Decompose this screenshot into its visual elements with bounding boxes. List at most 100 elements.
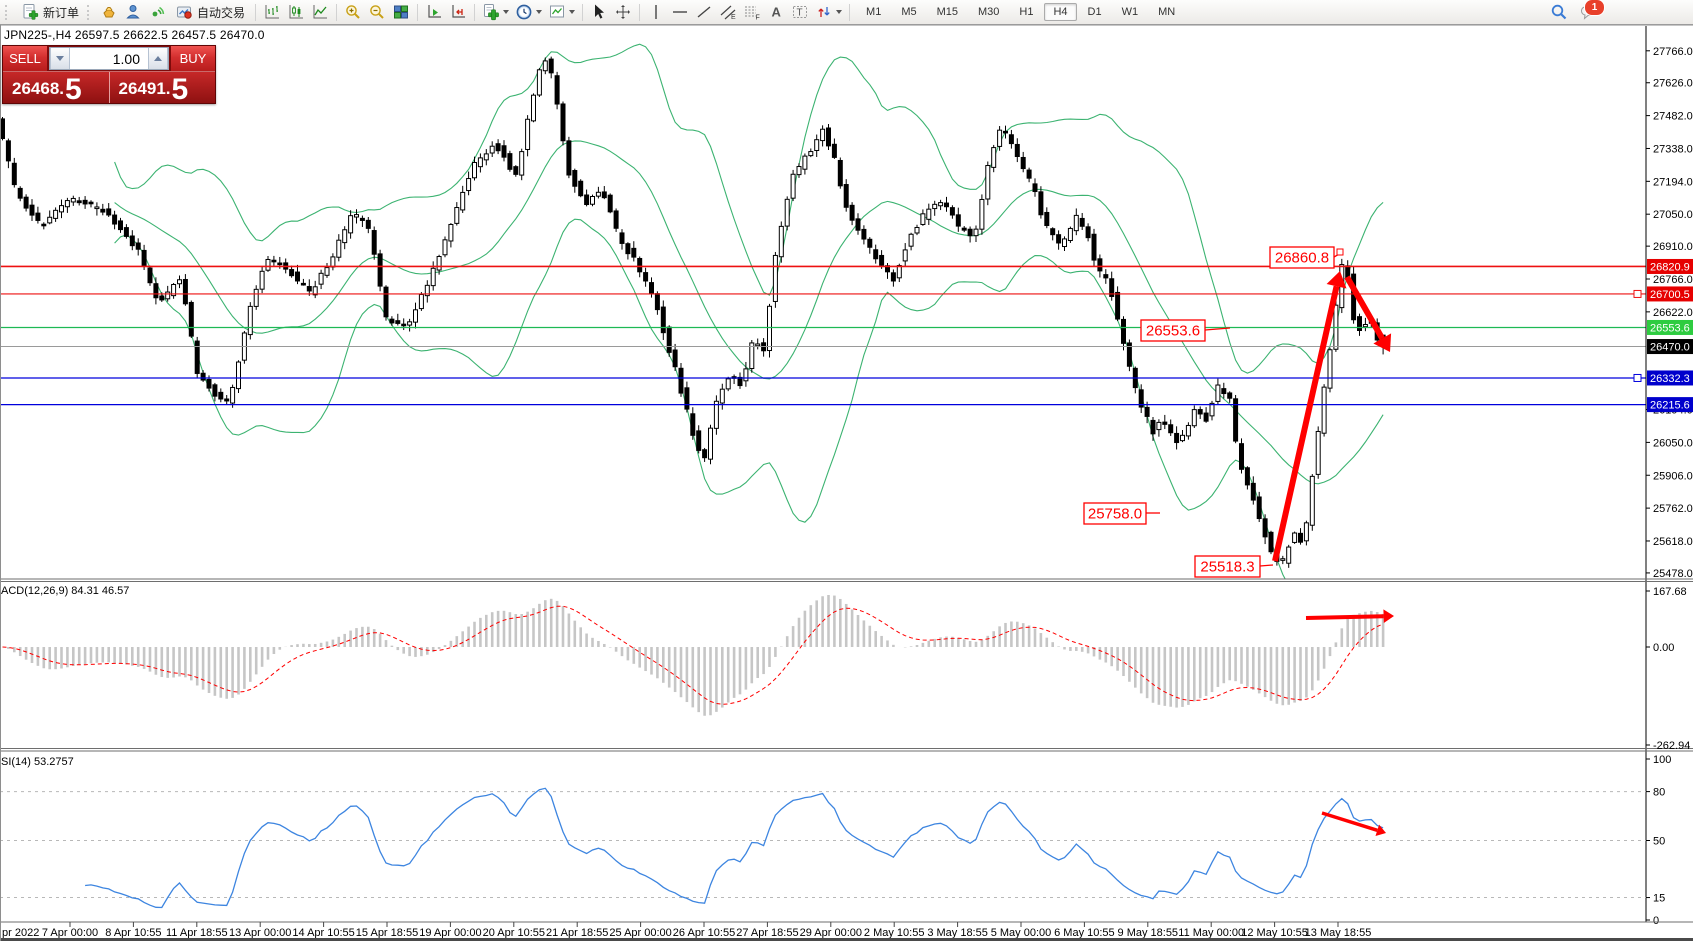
time-axis-label: 9 May 18:55 [1118, 927, 1179, 939]
periods-button[interactable] [512, 2, 545, 23]
annotation-box[interactable] [1083, 502, 1147, 525]
signal-icon [152, 6, 165, 17]
toolbar-separator [639, 3, 641, 21]
fibonacci-button[interactable]: F [740, 2, 764, 23]
sell-button[interactable]: SELL [3, 46, 47, 71]
toolbar-right-group: 1 [1547, 0, 1605, 22]
timeframe-h1-button[interactable]: H1 [1010, 3, 1042, 21]
auto-trading-label: 自动交易 [197, 5, 246, 20]
rsi-tick-label: 80 [1653, 787, 1665, 799]
buy-price-main: 26491. [118, 79, 171, 98]
volume-input[interactable] [70, 48, 148, 69]
sell-price[interactable]: 26468. 5 [3, 72, 110, 105]
notification-badge: 1 [1584, 0, 1605, 16]
timeframe-m1-button[interactable]: M1 [857, 3, 890, 21]
bar-chart-icon [265, 5, 280, 19]
bollinger-upper-band [114, 43, 1384, 374]
cursor-button[interactable] [587, 2, 611, 23]
price-tick-label: 25478.0 [1653, 568, 1693, 580]
horizontal-line-button[interactable] [668, 2, 692, 23]
rsi-label: SI(14) 53.2757 [1, 756, 74, 768]
text-label-icon: T [793, 6, 808, 19]
hline-handle[interactable] [1633, 373, 1642, 382]
annotation-text: 25758.0 [1088, 506, 1142, 523]
bar-chart-button[interactable] [260, 2, 284, 23]
time-axis-label: 13 Apr 00:00 [229, 927, 291, 939]
timeframe-d1-button[interactable]: D1 [1079, 3, 1111, 21]
equidistant-channel-button[interactable]: E [716, 2, 740, 23]
trend-arrow[interactable] [1383, 609, 1394, 623]
svg-text:T: T [797, 8, 803, 19]
indicators-button[interactable] [479, 2, 512, 23]
macd-label: ACD(12,26,9) 84.31 46.57 [1, 585, 129, 597]
search-button[interactable] [1547, 1, 1571, 22]
timeframe-m5-button[interactable]: M5 [892, 3, 925, 21]
svg-text:F: F [756, 15, 760, 22]
zoom-out-button[interactable] [365, 2, 389, 23]
toolbar-grip [87, 4, 93, 20]
hline-handle[interactable] [1633, 289, 1642, 298]
timeframe-m30-button[interactable]: M30 [969, 3, 1008, 21]
annotation-text: 25518.3 [1200, 559, 1254, 576]
signals-button[interactable] [145, 2, 169, 23]
vertical-line-button[interactable] [644, 2, 668, 23]
line-chart-button[interactable] [308, 2, 332, 23]
candlestick-chart-button[interactable] [284, 2, 308, 23]
timeframe-m15-button[interactable]: M15 [928, 3, 967, 21]
price-tick-label: 26050.0 [1653, 437, 1693, 449]
buy-button[interactable]: BUY [171, 46, 215, 71]
text-label-button[interactable]: T [788, 2, 812, 23]
timeframe-mn-button[interactable]: MN [1149, 3, 1184, 21]
time-axis-label: 11 May 00:00 [1178, 927, 1244, 939]
clock-icon [516, 4, 532, 20]
market-watch-button[interactable] [97, 2, 121, 23]
auto-scroll-button[interactable] [422, 2, 446, 23]
arrows-dropdown-caret [836, 10, 843, 14]
new-order-button[interactable]: 新订单 [15, 2, 85, 23]
trend-arrow[interactable] [1375, 824, 1387, 836]
price-tick-label: 25618.0 [1653, 536, 1693, 548]
zoom-in-button[interactable] [341, 2, 365, 23]
price-tick-label: 27766.0 [1653, 46, 1693, 58]
volume-decrease-button[interactable] [50, 48, 70, 69]
annotation-box[interactable] [1140, 319, 1206, 342]
notifications-button[interactable]: 1 [1579, 0, 1605, 21]
price-line-axis-label: 26470.0 [1650, 342, 1690, 354]
new-order-label: 新订单 [43, 5, 80, 20]
tile-windows-button[interactable] [389, 2, 413, 23]
periods-dropdown-caret [536, 10, 543, 14]
timeframe-w1-button[interactable]: W1 [1113, 3, 1148, 21]
templates-dropdown-caret [569, 10, 576, 14]
templates-button[interactable] [545, 2, 578, 23]
svg-text:E: E [731, 14, 736, 21]
line-chart-icon [313, 5, 328, 19]
zoom-in-icon [346, 5, 360, 19]
annotation-box[interactable] [1269, 246, 1335, 269]
toolbar-separator [417, 3, 419, 21]
chart-shift-button[interactable] [446, 2, 470, 23]
time-axis-label: 27 Apr 18:55 [736, 927, 798, 939]
timeframe-h4-button[interactable]: H4 [1044, 3, 1077, 21]
trend-arrow[interactable] [1373, 333, 1392, 352]
volume-increase-button[interactable] [148, 48, 168, 69]
arrows-button[interactable] [812, 2, 845, 23]
crosshair-button[interactable] [611, 2, 635, 23]
timeframe-bar: M1 M5 M15 M30 H1 H4 D1 W1 MN [856, 3, 1185, 21]
buy-price[interactable]: 26491. 5 [109, 72, 215, 105]
time-axis-label: 19 Apr 00:00 [419, 927, 481, 939]
data-window-button[interactable] [121, 2, 145, 23]
window-bottom-edge [0, 938, 1693, 941]
rsi-tick-label: 100 [1653, 754, 1671, 766]
chart-background[interactable] [0, 24, 1693, 941]
annotation-box[interactable] [1194, 555, 1261, 578]
time-axis-label: 29 Apr 00:00 [800, 927, 862, 939]
indicators-icon [484, 4, 499, 21]
auto-trading-button[interactable]: 自动交易 [169, 2, 251, 23]
trendline-button[interactable] [692, 2, 716, 23]
bollinger-lower-band [114, 218, 1286, 579]
text-button[interactable]: A [764, 2, 788, 23]
macd-layer [2, 595, 1385, 716]
trend-arrow[interactable] [1326, 271, 1347, 289]
tile-windows-icon [394, 5, 409, 19]
